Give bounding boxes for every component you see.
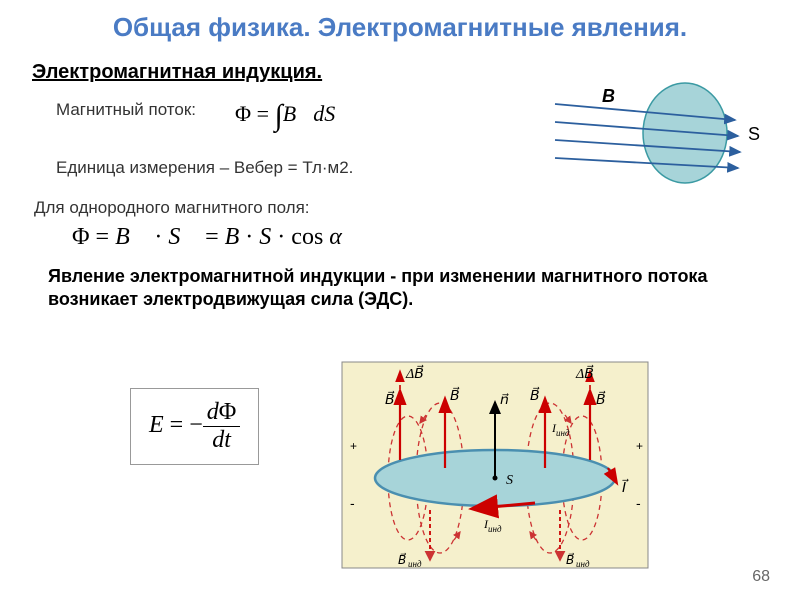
svg-text:B⃗: B⃗: [385, 390, 395, 408]
svg-text:инд: инд: [576, 559, 590, 569]
formula-magnetic-flux: Φ = ∫B⃗dS⃗: [235, 95, 352, 129]
induction-diagram: ΔB⃗ ΔB⃗ B⃗ B⃗ B⃗ B⃗ n⃗ S I инд I⃗ I инд …: [340, 360, 650, 570]
label-s: S: [748, 124, 760, 144]
induction-definition: Явление электромагнитной индукции - при …: [48, 265, 748, 312]
svg-text:+: +: [350, 439, 357, 453]
svg-text:инд: инд: [408, 559, 422, 569]
svg-text:B⃗: B⃗: [566, 552, 574, 567]
svg-text:B⃗: B⃗: [398, 552, 406, 567]
svg-text:ΔB⃗: ΔB⃗: [575, 364, 594, 382]
svg-text:B⃗: B⃗: [450, 386, 460, 404]
page-title: Общая физика. Электромагнитные явления.: [28, 12, 772, 43]
svg-text:B⃗: B⃗: [530, 386, 540, 404]
page-number: 68: [752, 568, 770, 586]
formula-emf: E = −dΦdt: [130, 388, 259, 465]
svg-text:n⃗: n⃗: [500, 393, 509, 408]
svg-text:инд: инд: [556, 428, 570, 438]
formula-uniform-flux: Φ = B⃗ · S⃗ = B · S · cos α: [72, 224, 772, 251]
svg-text:S: S: [506, 473, 513, 488]
flux-surface-diagram: B S: [540, 78, 770, 198]
svg-text:B⃗: B⃗: [596, 390, 606, 408]
svg-text:-: -: [350, 495, 355, 511]
label-b: B: [602, 86, 615, 106]
uniform-field-label: Для однородного магнитного поля:: [34, 198, 772, 218]
svg-text:ΔB⃗: ΔB⃗: [405, 364, 424, 382]
svg-text:+: +: [636, 439, 643, 453]
svg-text:инд: инд: [488, 524, 502, 534]
svg-text:-: -: [636, 495, 641, 511]
